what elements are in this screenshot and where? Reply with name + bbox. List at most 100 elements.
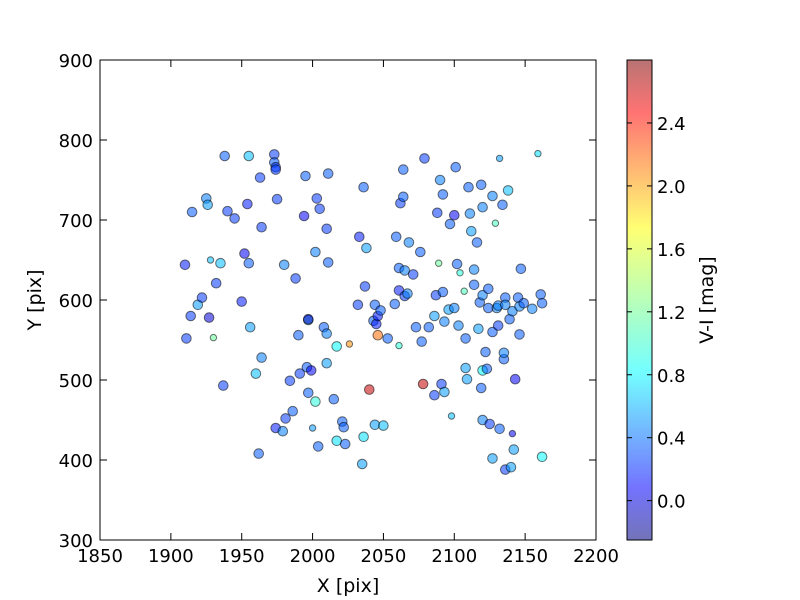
data-point bbox=[495, 154, 504, 163]
colorbar-tick-label: 0.8 bbox=[657, 366, 686, 387]
data-point bbox=[403, 237, 415, 248]
data-point bbox=[253, 448, 265, 459]
data-point bbox=[210, 277, 222, 289]
data-point bbox=[497, 199, 508, 211]
data-point bbox=[358, 181, 369, 193]
y-tick-label: 400 bbox=[59, 451, 93, 472]
data-point bbox=[460, 362, 471, 374]
colorbar-tick-label: 2.4 bbox=[657, 114, 686, 135]
data-point bbox=[444, 218, 456, 230]
data-point bbox=[468, 279, 480, 291]
data-point bbox=[256, 221, 267, 233]
data-point bbox=[534, 149, 542, 158]
data-point bbox=[437, 189, 449, 200]
data-point bbox=[290, 273, 301, 284]
data-point bbox=[270, 164, 282, 175]
x-tick-label: 2100 bbox=[431, 546, 477, 567]
y-axis-ticks: 300 400 500 600 700 800 900 bbox=[59, 51, 596, 552]
data-point bbox=[439, 316, 450, 327]
data-point bbox=[456, 269, 464, 277]
data-point bbox=[280, 413, 291, 424]
data-point bbox=[500, 299, 511, 311]
data-point bbox=[435, 259, 443, 267]
data-point bbox=[419, 153, 430, 164]
data-point bbox=[429, 389, 440, 401]
data-point bbox=[250, 368, 262, 379]
scatter-points bbox=[179, 149, 548, 475]
data-point bbox=[206, 256, 215, 264]
x-axis-ticks: 1850 1900 1950 2000 2050 2100 2150 2200 bbox=[77, 60, 619, 567]
data-point bbox=[345, 340, 354, 348]
data-point bbox=[356, 458, 368, 470]
data-point bbox=[219, 150, 230, 162]
data-point bbox=[390, 231, 402, 243]
data-point bbox=[298, 210, 310, 222]
data-point bbox=[399, 265, 411, 276]
data-point bbox=[254, 172, 266, 183]
data-point bbox=[395, 341, 403, 350]
data-point bbox=[494, 423, 505, 435]
colorbar-tick-label: 1.6 bbox=[657, 240, 686, 261]
data-point bbox=[460, 287, 468, 295]
y-tick-label: 800 bbox=[59, 131, 93, 152]
data-point bbox=[509, 373, 521, 385]
x-tick-label: 1950 bbox=[219, 546, 265, 567]
data-point bbox=[305, 365, 317, 376]
data-point bbox=[518, 297, 530, 309]
data-point bbox=[382, 333, 394, 344]
data-point bbox=[477, 201, 488, 213]
data-point bbox=[338, 421, 350, 433]
data-point bbox=[310, 246, 321, 258]
data-point bbox=[450, 161, 462, 173]
data-point bbox=[453, 320, 464, 331]
data-point bbox=[460, 333, 471, 344]
y-tick-label: 500 bbox=[59, 371, 93, 392]
data-point bbox=[196, 292, 208, 303]
data-point bbox=[449, 209, 460, 221]
data-point bbox=[487, 453, 498, 464]
data-point bbox=[328, 393, 340, 405]
data-point bbox=[331, 341, 343, 352]
data-point bbox=[294, 368, 306, 379]
data-point bbox=[375, 305, 386, 316]
data-point bbox=[461, 373, 473, 385]
data-point bbox=[239, 248, 250, 259]
data-point bbox=[447, 412, 456, 420]
data-point bbox=[287, 405, 299, 417]
data-point bbox=[535, 289, 547, 300]
data-point bbox=[463, 181, 474, 193]
data-point bbox=[311, 193, 323, 204]
colorbar bbox=[626, 59, 653, 541]
data-point bbox=[464, 208, 476, 219]
data-point bbox=[218, 380, 229, 391]
data-point bbox=[181, 333, 192, 344]
data-point bbox=[515, 263, 527, 275]
data-point bbox=[271, 193, 283, 205]
data-point bbox=[536, 297, 548, 309]
data-point bbox=[209, 333, 218, 342]
data-point bbox=[361, 242, 372, 254]
data-point bbox=[186, 206, 198, 218]
data-point bbox=[415, 246, 426, 258]
data-point bbox=[308, 424, 317, 432]
data-point bbox=[215, 257, 226, 269]
data-point bbox=[508, 444, 520, 455]
data-point bbox=[398, 164, 409, 175]
data-point bbox=[480, 346, 491, 358]
data-point bbox=[364, 384, 375, 395]
data-point bbox=[508, 429, 517, 438]
y-tick-label: 900 bbox=[59, 51, 93, 72]
data-point bbox=[484, 418, 496, 430]
data-point bbox=[471, 237, 483, 248]
data-point bbox=[229, 213, 240, 224]
y-axis-title: Y [pix] bbox=[24, 269, 46, 331]
data-point bbox=[487, 190, 498, 202]
data-point bbox=[242, 198, 253, 210]
data-point bbox=[468, 264, 480, 275]
data-point bbox=[505, 461, 517, 473]
data-point bbox=[321, 223, 333, 235]
data-point bbox=[354, 231, 365, 243]
data-point bbox=[236, 296, 247, 307]
data-point bbox=[416, 336, 428, 347]
